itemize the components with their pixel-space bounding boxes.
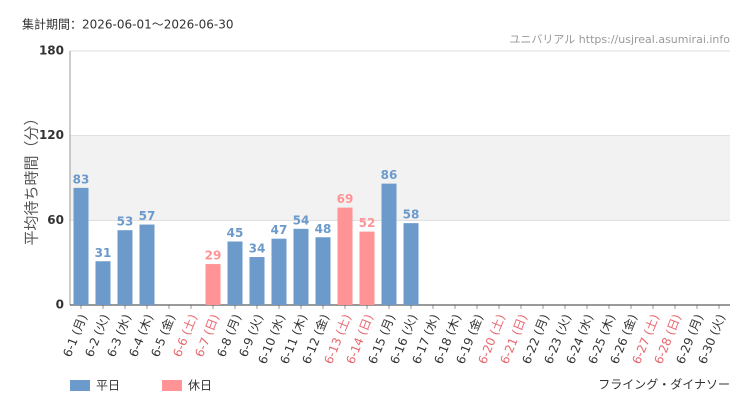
- data-label: 54: [293, 213, 310, 227]
- data-label: 34: [249, 242, 266, 256]
- data-label: 29: [205, 249, 222, 263]
- bar: [315, 237, 331, 305]
- data-label: 31: [95, 246, 112, 260]
- data-label: 57: [139, 209, 156, 223]
- period: 集計期間：2026-06-01～2026-06-30: [22, 17, 233, 32]
- data-label: 83: [73, 172, 90, 186]
- data-label: 48: [315, 222, 332, 236]
- bar: [205, 264, 221, 305]
- data-label: 52: [359, 216, 376, 230]
- data-label: 69: [337, 192, 354, 206]
- y-tick-label: 0: [56, 298, 64, 312]
- source: ユニバリアル https://usjreal.asumirai.info: [509, 33, 730, 46]
- data-label: 58: [403, 208, 420, 222]
- bar: [139, 224, 155, 305]
- data-label: 86: [381, 168, 398, 182]
- bar: [73, 187, 89, 305]
- data-label: 53: [117, 215, 134, 229]
- bar: [117, 230, 133, 305]
- bar: [293, 228, 309, 305]
- data-label: 45: [227, 226, 244, 240]
- legend-label: 平日: [96, 379, 120, 393]
- bar: [95, 261, 111, 305]
- legend-label: 休日: [188, 379, 212, 393]
- attraction: フライング・ダイナソー: [598, 377, 730, 392]
- bar: [271, 238, 287, 305]
- y-tick-label: 180: [39, 44, 64, 58]
- shaded-band: [70, 135, 730, 221]
- y-axis-label: 平均待ち時間（分）: [23, 110, 41, 245]
- y-tick-label: 120: [39, 128, 64, 142]
- bar: [359, 231, 375, 305]
- bar: [249, 257, 265, 305]
- data-label: 47: [271, 223, 288, 237]
- bar: [381, 183, 397, 305]
- bar: [403, 223, 419, 305]
- bar: [227, 241, 243, 305]
- legend-swatch: [162, 380, 182, 391]
- bar: [337, 207, 353, 305]
- y-tick-label: 60: [47, 213, 64, 227]
- legend-swatch: [70, 380, 90, 391]
